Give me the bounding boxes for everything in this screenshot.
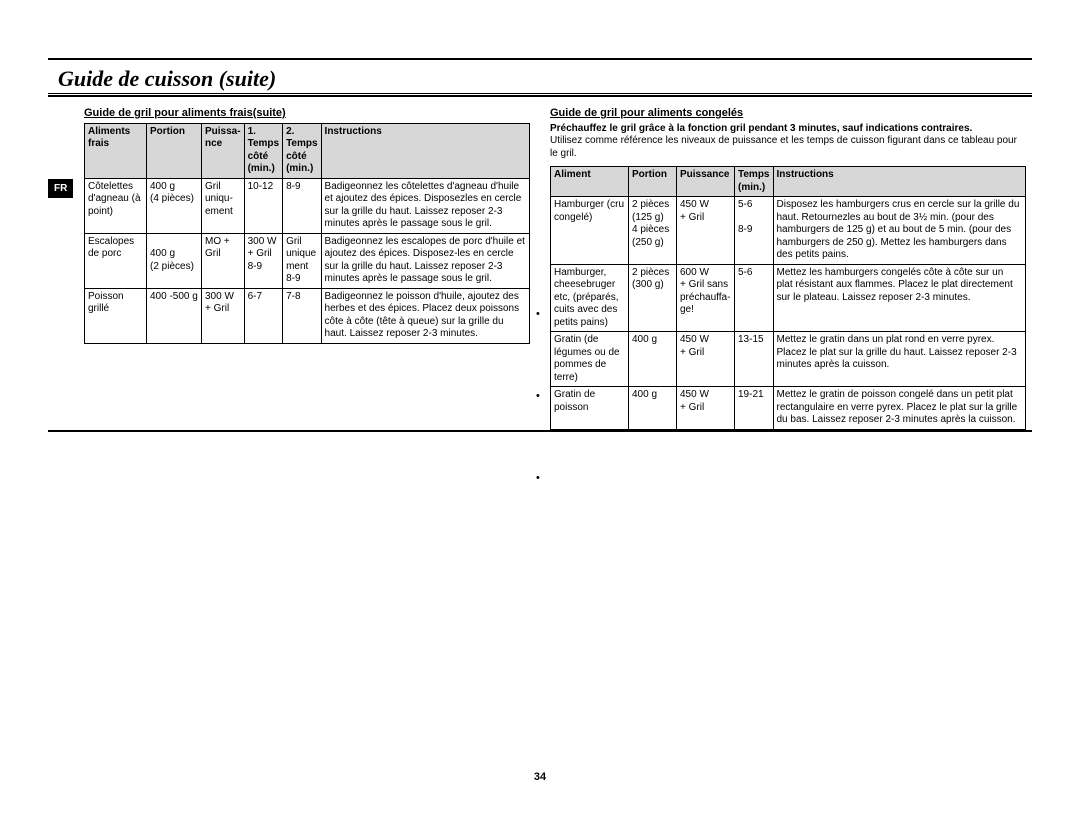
table-cell: 400 g (4 pièces): [147, 178, 202, 233]
language-tab: FR: [48, 179, 73, 198]
th-puissance: Puissa-nce: [202, 123, 245, 178]
table-cell: 10-12: [244, 178, 282, 233]
th-portion-r: Portion: [629, 167, 677, 197]
table-cell: Badigeonnez les côtelettes d'agneau d'hu…: [321, 178, 529, 233]
right-table: Aliment Portion Puissance Temps (min.) I…: [550, 166, 1026, 430]
table-cell: 400 -500 g: [147, 288, 202, 343]
center-bullets: • • •: [536, 308, 540, 484]
table-cell: 300 W + Gril: [202, 288, 245, 343]
right-section-title: Guide de gril pour aliments congelés: [550, 107, 1026, 121]
table-cell: 7-8: [283, 288, 321, 343]
left-section-title: Guide de gril pour aliments frais(suite): [84, 107, 530, 121]
table-cell: Escalopes de porc: [85, 233, 147, 288]
table-cell: 450 W + Gril: [677, 197, 735, 265]
table-cell: 5-6 8-9: [735, 197, 774, 265]
th-instr-r: Instructions: [773, 167, 1026, 197]
right-column: Guide de gril pour aliments congelés Pré…: [550, 107, 1026, 430]
table-cell: 400 g: [629, 387, 677, 430]
table-cell: Mettez le gratin de poisson congelé dans…: [773, 387, 1026, 430]
table-cell: 2 pièces (300 g): [629, 264, 677, 332]
page-number: 34: [0, 771, 1080, 783]
page-frame: Guide de cuisson (suite) Guide de gril p…: [48, 58, 1032, 432]
table-cell: Gril unique ment 8-9: [283, 233, 321, 288]
table-cell: 450 W + Gril: [677, 387, 735, 430]
th-portion: Portion: [147, 123, 202, 178]
table-row: Poisson grillé400 -500 g300 W + Gril6-77…: [85, 288, 530, 343]
table-cell: 5-6: [735, 264, 774, 332]
table-cell: Mettez le gratin dans un plat rond en ve…: [773, 332, 1026, 387]
table-cell: 6-7: [244, 288, 282, 343]
table-cell: 2 pièces (125 g) 4 pièces (250 g): [629, 197, 677, 265]
table-cell: Badigeonnez les escalopes de porc d'huil…: [321, 233, 529, 288]
intro-text: Préchauffez le gril grâce à la fonction …: [550, 123, 1026, 161]
table-cell: 600 W + Gril sans préchauffa-ge!: [677, 264, 735, 332]
table-cell: MO + Gril: [202, 233, 245, 288]
table-cell: 8-9: [283, 178, 321, 233]
table-cell: Gril uniqu-ement: [202, 178, 245, 233]
th-aliment-r: Aliment: [551, 167, 629, 197]
table-row: Escalopes de porc 400 g (2 pièces)MO + G…: [85, 233, 530, 288]
table-cell: 13-15: [735, 332, 774, 387]
table-cell: Gratin de poisson: [551, 387, 629, 430]
table-cell: Badigeonnez le poisson d'huile, ajoutez …: [321, 288, 529, 343]
table-row: Hamburger, cheesebruger etc, (préparés, …: [551, 264, 1026, 332]
table-row: Hamburger (cru congelé)2 pièces (125 g) …: [551, 197, 1026, 265]
table-cell: Côtelettes d'agneau (à point): [85, 178, 147, 233]
page-title: Guide de cuisson (suite): [48, 62, 1032, 94]
table-cell: Poisson grillé: [85, 288, 147, 343]
th-aliment: Aliments frais: [85, 123, 147, 178]
left-column: Guide de gril pour aliments frais(suite)…: [54, 107, 530, 430]
content-columns: Guide de gril pour aliments frais(suite)…: [48, 97, 1032, 430]
table-cell: Hamburger (cru congelé): [551, 197, 629, 265]
table-cell: Gratin (de légumes ou de pommes de terre…: [551, 332, 629, 387]
table-row: Gratin (de légumes ou de pommes de terre…: [551, 332, 1026, 387]
bullet-icon: •: [536, 308, 540, 320]
table-cell: 300 W + Gril 8-9: [244, 233, 282, 288]
th-t1: 1. Temps côté (min.): [244, 123, 282, 178]
table-cell: 400 g (2 pièces): [147, 233, 202, 288]
bullet-icon: •: [536, 390, 540, 402]
intro-regular: Utilisez comme référence les niveaux de …: [550, 135, 1017, 159]
table-row: Côtelettes d'agneau (à point)400 g (4 pi…: [85, 178, 530, 233]
intro-bold: Préchauffez le gril grâce à la fonction …: [550, 123, 972, 134]
table-cell: 19-21: [735, 387, 774, 430]
th-puissance-r: Puissance: [677, 167, 735, 197]
th-t2: 2. Temps côté (min.): [283, 123, 321, 178]
th-temps-r: Temps (min.): [735, 167, 774, 197]
table-cell: Mettez les hamburgers congelés côte à cô…: [773, 264, 1026, 332]
table-row: Gratin de poisson400 g450 W + Gril19-21M…: [551, 387, 1026, 430]
bullet-icon: •: [536, 472, 540, 484]
table-cell: Hamburger, cheesebruger etc, (préparés, …: [551, 264, 629, 332]
table-cell: 450 W + Gril: [677, 332, 735, 387]
table-cell: 400 g: [629, 332, 677, 387]
th-instr: Instructions: [321, 123, 529, 178]
left-table: Aliments frais Portion Puissa-nce 1. Tem…: [84, 123, 530, 344]
table-cell: Disposez les hamburgers crus en cercle s…: [773, 197, 1026, 265]
